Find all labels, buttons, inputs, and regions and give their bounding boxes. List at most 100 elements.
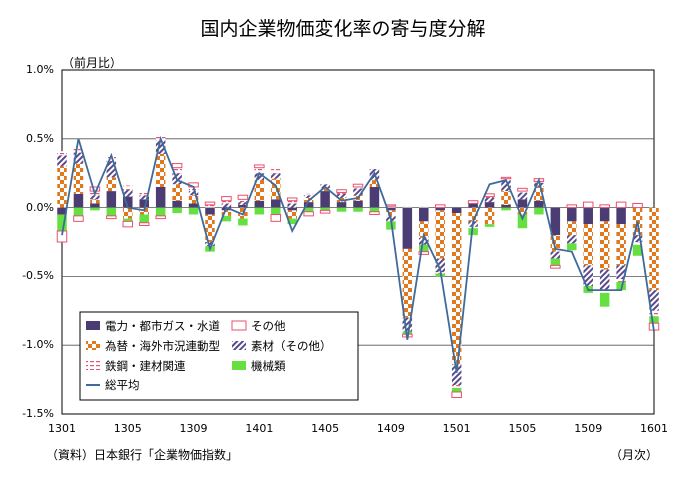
bar-segment-4-31 <box>567 243 577 251</box>
bar-segment-4-11 <box>238 218 248 226</box>
bar-segment-4-18 <box>353 207 363 212</box>
bar-segment-3-15 <box>303 193 314 196</box>
legend-box <box>79 311 359 401</box>
legend-label-2: 素材（その他） <box>251 339 332 353</box>
bar-segment-4-20 <box>386 221 396 230</box>
bar-segment-5-23 <box>434 204 446 209</box>
bar-segment-5-11 <box>237 194 249 200</box>
bar-segment-1-4 <box>123 207 133 219</box>
bar-segment-5-16 <box>319 209 331 214</box>
bar-segment-2-2 <box>90 195 100 200</box>
bar-segment-5-26 <box>484 193 495 198</box>
bar-segment-2-18 <box>353 188 363 196</box>
bar-segment-3-33 <box>599 290 610 293</box>
bar-segment-0-11 <box>238 204 248 208</box>
bar-segment-1-19 <box>369 180 380 187</box>
bar-segment-2-23 <box>435 258 445 273</box>
bar-segment-2-6 <box>155 140 166 154</box>
bar-segment-4-25 <box>468 228 478 236</box>
bar-segment-1-12 <box>254 180 265 201</box>
bar-series <box>56 136 660 398</box>
y-axis-label: （前月比） <box>62 56 123 70</box>
bar-segment-3-18 <box>353 186 363 189</box>
bar-segment-2-36 <box>649 290 659 311</box>
bar-segment-3-36 <box>649 310 659 317</box>
bar-segment-5-13 <box>270 213 282 222</box>
bar-segment-3-21 <box>402 206 413 208</box>
bar-segment-3-9 <box>205 204 215 208</box>
bar-segment-5-18 <box>352 183 364 188</box>
bar-segment-4-34 <box>616 281 626 291</box>
legend-swatch-3 <box>86 361 100 370</box>
bar-segment-4-28 <box>517 214 528 229</box>
bar-segment-4-33 <box>599 292 610 307</box>
bar-segment-1-23 <box>435 210 445 259</box>
bar-segment-0-13 <box>271 199 281 208</box>
bar-segment-2-33 <box>599 269 610 291</box>
bar-segment-3-5 <box>139 192 149 196</box>
bar-segment-4-22 <box>419 244 429 252</box>
bar-segment-1-3 <box>106 177 117 192</box>
bar-segment-2-11 <box>238 202 248 205</box>
x-tick-label: 1309 <box>179 422 208 435</box>
bar-segment-4-14 <box>287 218 297 225</box>
bar-segment-5-5 <box>138 222 150 226</box>
bar-segment-3-24 <box>451 385 462 388</box>
bar-segment-5-32 <box>582 201 594 209</box>
bar-segment-4-35 <box>632 244 643 256</box>
bar-segment-3-35 <box>632 242 643 245</box>
bar-segment-3-19 <box>369 167 380 170</box>
bar-segment-0-30 <box>550 207 561 236</box>
x-tick-label: 1301 <box>48 422 76 435</box>
y-tick-label: 1.0% <box>26 63 54 76</box>
bar-segment-1-10 <box>221 210 232 216</box>
bar-segment-1-8 <box>188 195 199 204</box>
legend-label-average: 総平均 <box>105 378 140 392</box>
bar-segment-1-20 <box>386 210 396 216</box>
bar-segment-4-21 <box>402 331 413 335</box>
chart-title: 国内企業物価変化率の寄与度分解 <box>200 18 486 40</box>
bar-segment-0-7 <box>172 200 182 208</box>
bar-segment-4-4 <box>123 218 133 222</box>
bar-segment-5-12 <box>254 164 265 169</box>
bar-segment-3-10 <box>221 200 232 204</box>
y-tick-label: 0.0% <box>26 200 54 214</box>
bar-segment-1-30 <box>550 235 561 252</box>
legend-swatch-1 <box>86 341 100 350</box>
legend-swatch-4 <box>232 361 246 370</box>
bar-segment-4-36 <box>649 316 659 324</box>
bar-segment-4-2 <box>90 207 100 211</box>
bar-segment-3-26 <box>484 196 495 198</box>
bar-segment-0-8 <box>188 203 199 208</box>
bar-segment-1-9 <box>205 214 215 242</box>
bar-segment-3-22 <box>419 206 429 208</box>
bar-segment-1-36 <box>649 207 659 291</box>
bar-segment-2-34 <box>616 265 626 280</box>
bar-segment-0-26 <box>484 202 495 208</box>
bar-segment-3-12 <box>254 167 265 174</box>
bar-segment-0-4 <box>123 196 133 208</box>
bar-segment-2-13 <box>271 173 281 179</box>
legend-label-1: 為替・海外市況連動型 <box>105 339 220 353</box>
bar-segment-4-1 <box>73 207 84 216</box>
bar-segment-4-24 <box>451 387 462 392</box>
bar-segment-2-15 <box>303 195 314 198</box>
x-tick-label: 1509 <box>574 422 603 435</box>
bar-segment-2-0 <box>57 155 67 167</box>
bar-segment-2-26 <box>484 197 495 203</box>
bar-segment-0-0 <box>57 207 67 215</box>
bar-segment-4-27 <box>501 207 511 211</box>
bar-segment-4-26 <box>484 224 495 227</box>
bar-segment-4-10 <box>221 215 232 222</box>
bar-segment-1-33 <box>599 221 610 270</box>
x-tick-label: 1501 <box>442 422 471 435</box>
x-tick-label: 1601 <box>640 422 668 435</box>
bar-segment-5-4 <box>122 220 134 228</box>
bar-segment-2-31 <box>567 235 577 244</box>
y-tick-label: -1.5% <box>22 407 54 420</box>
bar-segment-5-1 <box>73 215 84 222</box>
bar-segment-2-29 <box>534 182 544 187</box>
bar-segment-2-1 <box>73 152 84 164</box>
bar-segment-2-14 <box>287 203 297 208</box>
